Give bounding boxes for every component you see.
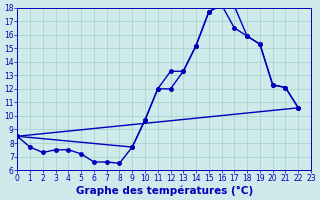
X-axis label: Graphe des températures (°C): Graphe des températures (°C): [76, 185, 253, 196]
